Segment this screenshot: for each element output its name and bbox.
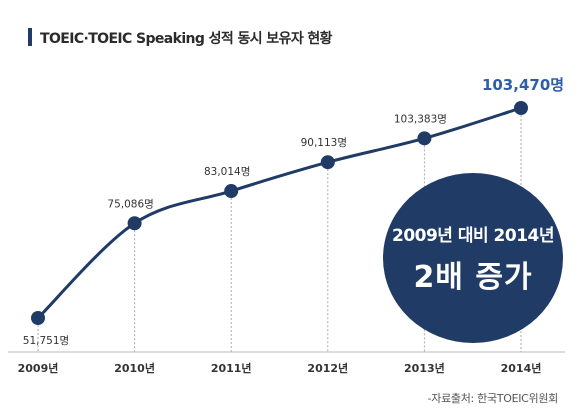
data-label: 75,086명 — [107, 198, 153, 210]
data-labels: 51,751명 75,086명 83,014명 90,113명 103,383명 103,… — [23, 76, 564, 347]
x-tick-label: 2012년 — [307, 361, 348, 375]
data-point — [127, 216, 142, 231]
callout-subtitle: 2009년 대비 2014년 — [391, 225, 555, 246]
data-markers — [31, 101, 528, 325]
title-accent-bar — [28, 28, 32, 46]
x-tick-label: 2010년 — [114, 361, 155, 375]
x-axis-ticks: 2009년 2010년 2011년 2012년 2013년 2014년 — [18, 361, 542, 375]
x-tick-label: 2009년 — [18, 361, 59, 375]
data-point — [417, 131, 432, 146]
x-tick-label: 2011년 — [211, 361, 252, 375]
data-point — [31, 311, 45, 325]
data-label: 90,113명 — [301, 137, 347, 149]
data-point — [224, 184, 239, 199]
source-note: -자료출처: 한국TOEIC위원회 — [427, 392, 559, 405]
series-line — [36, 106, 522, 320]
data-label: 103,383명 — [394, 113, 447, 125]
data-point — [320, 155, 335, 170]
chart-title: TOEIC·TOEIC Speaking 성적 동시 보유자 현황 — [40, 31, 333, 47]
data-label: 83,014명 — [204, 166, 250, 178]
data-point — [514, 101, 528, 115]
callout-headline: 2배 증가 — [413, 259, 533, 295]
data-label-highlight: 103,470명 — [482, 76, 564, 94]
callout-circle: 2009년 대비 2014년 2배 증가 — [383, 173, 563, 343]
x-tick-label: 2013년 — [404, 361, 445, 375]
data-label: 51,751명 — [23, 335, 69, 347]
x-tick-label: 2014년 — [501, 361, 542, 375]
